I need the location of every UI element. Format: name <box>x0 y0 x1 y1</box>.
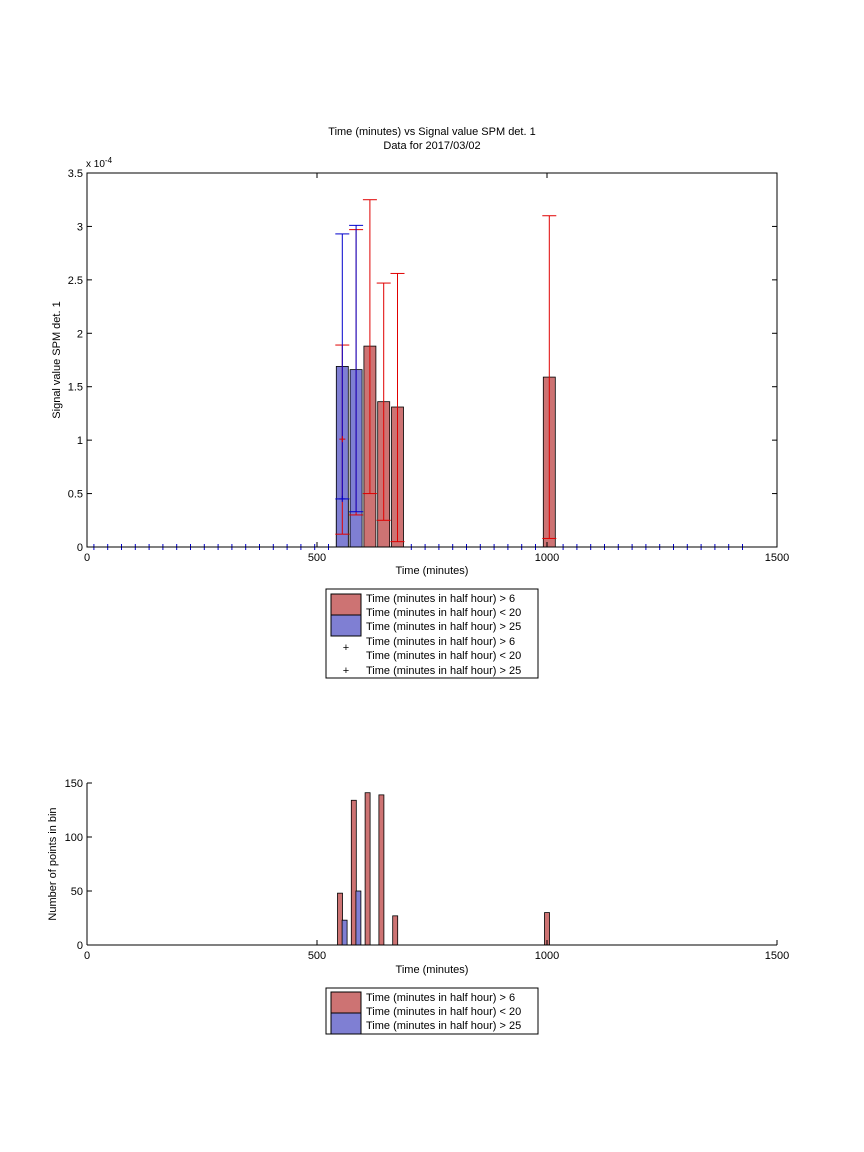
top-chart-subtitle: Data for 2017/03/02 <box>383 140 480 152</box>
top-x-axis: 0 500 1000 1500 <box>84 173 789 564</box>
top-legend-marker-blue: + <box>343 665 349 677</box>
top-y-axis: 0 0.5 1 1.5 2 2.5 3 3.5 <box>68 168 777 554</box>
bottom-x-tick-label-2: 1000 <box>535 950 559 962</box>
top-legend-label-4: Time (minutes in half hour) > 6 <box>366 636 515 648</box>
bottom-y-tick-label-3: 150 <box>65 778 83 790</box>
bottom-bar-blue-1 <box>355 890 362 946</box>
bottom-legend-label-2: Time (minutes in half hour) < 20 <box>366 1006 521 1018</box>
top-legend-label-2: Time (minutes in half hour) < 20 <box>366 607 521 619</box>
top-y-tick-label-4: 2 <box>77 328 83 340</box>
bottom-x-tick-label-1: 500 <box>308 950 326 962</box>
top-x-tick-label-0: 0 <box>84 552 90 564</box>
bottom-bar-red-2 <box>364 792 371 946</box>
top-y-tick-label-5: 2.5 <box>68 275 83 287</box>
top-y-tick-label-3: 1.5 <box>68 382 83 394</box>
bottom-y-tick-label-0: 0 <box>77 940 83 952</box>
top-legend-label-6: Time (minutes in half hour) > 25 <box>366 665 521 677</box>
top-x-tick-label-2: 1000 <box>535 552 559 564</box>
top-chart-xlabel: Time (minutes) <box>396 565 469 577</box>
top-legend: + + Time (minutes in half hour) > 6 Time… <box>325 588 539 679</box>
top-y-tick-label-1: 0.5 <box>68 489 83 501</box>
bottom-chart-xlabel: Time (minutes) <box>396 964 469 976</box>
top-legend-label-5: Time (minutes in half hour) < 20 <box>366 650 521 662</box>
bottom-x-tick-label-3: 1500 <box>765 950 789 962</box>
bottom-y-axis: 0 50 100 150 <box>65 778 92 952</box>
bottom-bar-red-3 <box>378 794 385 946</box>
top-chart-title: Time (minutes) vs Signal value SPM det. … <box>328 126 535 138</box>
bottom-chart-ylabel: Number of points in bin <box>47 807 59 920</box>
bottom-legend-swatch-blue <box>330 1012 362 1035</box>
top-y-tick-label-2: 1 <box>77 435 83 447</box>
bottom-legend-label-1: Time (minutes in half hour) > 6 <box>366 992 515 1004</box>
top-axes-box <box>86 172 778 548</box>
bottom-chart: 0 500 1000 1500 0 50 100 150 Time (minutes) Nu… <box>47 778 789 1035</box>
bottom-legend: Time (minutes in half hour) > 6 Time (mi… <box>325 987 539 1035</box>
top-plus-marker-1 <box>339 495 346 502</box>
bottom-legend-swatch-red <box>330 991 362 1014</box>
top-legend-swatch-blue <box>330 614 362 637</box>
top-legend-label-3: Time (minutes in half hour) > 25 <box>366 621 521 633</box>
top-chart-y-multiplier-base: x 10 <box>86 159 105 170</box>
bottom-x-tick-label-0: 0 <box>84 950 90 962</box>
top-legend-label-1: Time (minutes in half hour) > 6 <box>366 593 515 605</box>
top-chart-y-multiplier: x 10-4 <box>86 156 113 170</box>
bottom-x-axis: 0 500 1000 1500 <box>84 940 789 962</box>
bottom-y-tick-label-1: 50 <box>71 886 83 898</box>
top-legend-marker-red: + <box>343 642 349 654</box>
bottom-y-tick-label-2: 100 <box>65 832 83 844</box>
top-plot-area <box>90 199 746 550</box>
top-y-tick-label-0: 0 <box>77 542 83 554</box>
bottom-plot-area <box>337 792 550 946</box>
top-plus-marker-0 <box>339 436 346 443</box>
top-x-tick-label-1: 500 <box>308 552 326 564</box>
bottom-bar-red-4 <box>392 915 399 946</box>
bottom-legend-label-3: Time (minutes in half hour) > 25 <box>366 1020 521 1032</box>
top-chart-y-multiplier-exponent: -4 <box>105 156 113 165</box>
top-y-tick-label-6: 3 <box>77 221 83 233</box>
bottom-bar-blue-0 <box>341 919 348 946</box>
top-x-tick-label-3: 1500 <box>765 552 789 564</box>
top-chart-ylabel: Signal value SPM det. 1 <box>51 301 63 418</box>
top-y-tick-label-7: 3.5 <box>68 168 83 180</box>
top-legend-swatch-red <box>330 593 362 616</box>
top-chart: Time (minutes) vs Signal value SPM det. … <box>51 126 789 679</box>
